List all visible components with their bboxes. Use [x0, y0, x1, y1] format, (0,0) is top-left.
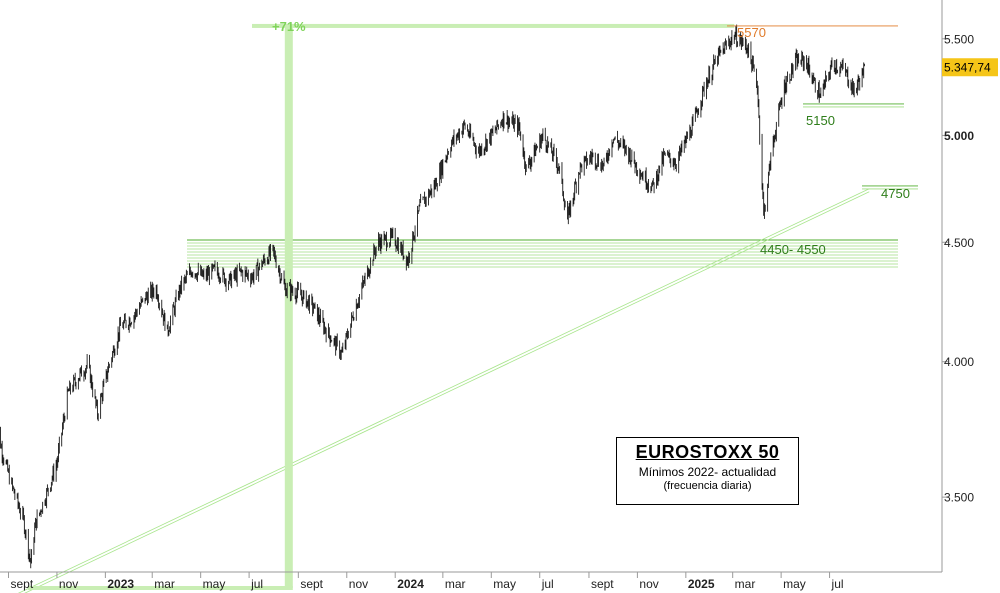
current-price-badge	[942, 58, 998, 77]
x-tick-label: jul	[831, 577, 844, 591]
x-tick-label: may	[203, 577, 226, 591]
x-tick-label: sept	[300, 577, 323, 591]
y-ticks: 3.500 4.000 4.500 5.000 5.500	[942, 32, 974, 505]
chart-title: EUROSTOXX 50	[635, 442, 780, 462]
current-price-text: 5.347,74	[944, 61, 991, 75]
x-tick-label: 2025	[688, 577, 715, 591]
x-tick-label: 2023	[107, 577, 134, 591]
x-tick-label: sept	[591, 577, 614, 591]
support-4750-label: 4750	[881, 186, 910, 201]
x-tick-label: 2024	[397, 577, 424, 591]
x-tick-label: may	[493, 577, 516, 591]
chart-subtitle: Mínimos 2022- actualidad	[638, 465, 777, 479]
resistance-label: 5570	[737, 25, 766, 40]
support-zone	[187, 239, 898, 268]
x-tick-label: may	[783, 577, 806, 591]
trendline-lower	[24, 191, 870, 593]
gain-bracket	[28, 23, 735, 590]
gain-bottom-bar	[28, 586, 293, 590]
trendline-upper	[17, 188, 870, 593]
x-tick-label: mar	[445, 577, 466, 591]
x-tick-label: jul	[541, 577, 554, 591]
annotation-labels: +71% 5570 5150 4750 4450- 4550	[272, 19, 910, 257]
x-tick-label: nov	[59, 577, 78, 591]
y-tick-label: 3.500	[944, 491, 974, 505]
y-tick-label: 4.500	[944, 236, 974, 250]
price-series	[0, 24, 865, 569]
support-zone-label: 4450- 4550	[760, 242, 826, 257]
x-tick-label: mar	[735, 577, 756, 591]
x-ticks: sept nov 2023 mar may jul sept nov 2024 mar may jul…	[7, 572, 844, 591]
x-tick-label: sept	[10, 577, 33, 591]
support-5150-label: 5150	[806, 113, 835, 128]
x-tick-label: nov	[639, 577, 658, 591]
x-tick-label: mar	[154, 577, 175, 591]
x-tick-label: jul	[250, 577, 263, 591]
axes	[0, 0, 943, 573]
gain-label: +71%	[272, 19, 306, 34]
trendline	[17, 188, 870, 593]
current-price-tag: 5.347,74	[942, 58, 998, 77]
gain-top-bar	[252, 23, 735, 28]
y-tick-label: 5.000	[944, 129, 974, 143]
chart-title-box: EUROSTOXX 50 Mínimos 2022- actualidad (f…	[616, 437, 799, 505]
x-tick-label: nov	[349, 577, 368, 591]
level-lines	[727, 25, 918, 190]
chart-note: (frecuencia diaria)	[663, 480, 752, 492]
y-tick-label: 4.000	[944, 355, 974, 369]
y-tick-label: 5.500	[944, 32, 974, 46]
gain-vertical-bar	[284, 23, 293, 588]
